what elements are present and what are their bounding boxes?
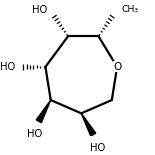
Polygon shape bbox=[81, 113, 96, 136]
Text: HO: HO bbox=[27, 129, 42, 139]
Text: HO: HO bbox=[90, 143, 105, 153]
Text: O: O bbox=[114, 62, 122, 72]
Text: HO: HO bbox=[31, 5, 47, 15]
Text: CH₃: CH₃ bbox=[121, 5, 138, 14]
Polygon shape bbox=[36, 100, 51, 123]
Text: HO: HO bbox=[0, 62, 15, 72]
